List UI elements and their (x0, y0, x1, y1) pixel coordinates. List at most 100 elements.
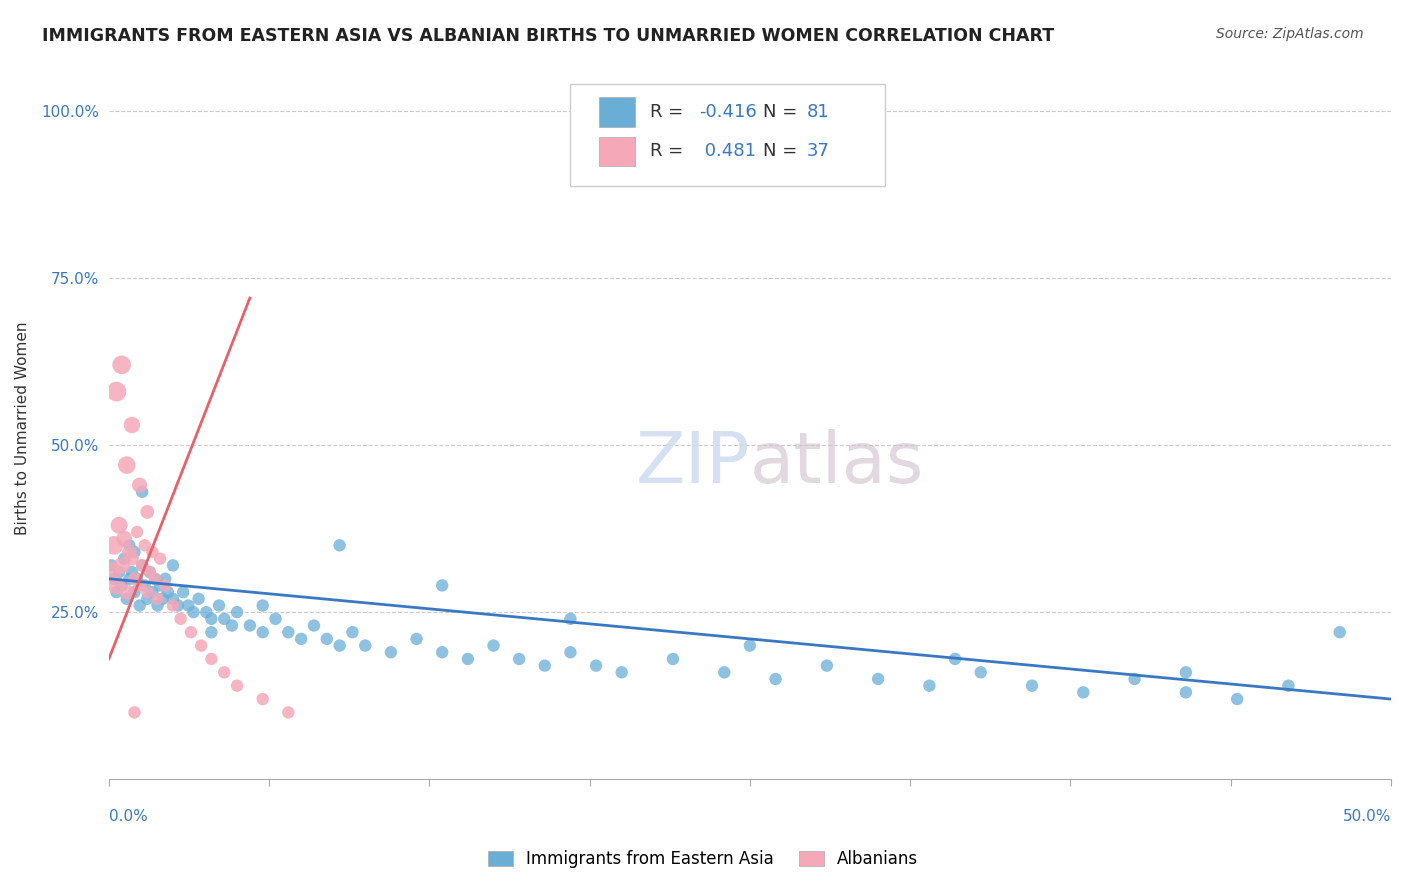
Point (118, 545, 141, 559)
Point (290, 632, 312, 646)
Point (108, 565, 131, 579)
Point (457, 652, 479, 666)
Point (1329, 625, 1351, 640)
Point (169, 612, 191, 626)
Point (252, 625, 274, 640)
Point (380, 645, 402, 659)
Point (315, 632, 337, 646)
Point (124, 706, 146, 720)
Point (342, 625, 364, 640)
Point (115, 458, 138, 472)
FancyBboxPatch shape (599, 136, 634, 166)
Text: 0.0%: 0.0% (108, 809, 148, 824)
Text: 0.481: 0.481 (699, 143, 755, 161)
Point (226, 679, 249, 693)
Point (143, 572, 166, 586)
Point (121, 551, 143, 566)
Point (136, 591, 159, 606)
Legend: Immigrants from Eastern Asia, Albanians: Immigrants from Eastern Asia, Albanians (481, 844, 925, 875)
Point (277, 706, 299, 720)
Point (610, 665, 633, 680)
Point (141, 545, 163, 559)
Point (134, 578, 156, 592)
Point (128, 599, 150, 613)
Text: R =: R = (650, 143, 689, 161)
Point (131, 484, 153, 499)
Point (252, 599, 274, 613)
Point (239, 618, 262, 632)
Point (585, 658, 607, 673)
Point (155, 572, 177, 586)
Point (277, 625, 299, 640)
Point (405, 632, 427, 646)
Point (128, 578, 150, 592)
Text: R =: R = (650, 103, 689, 120)
Point (136, 585, 159, 599)
Point (108, 518, 131, 533)
Point (180, 625, 202, 640)
Point (212, 665, 235, 680)
Point (482, 639, 505, 653)
Text: N =: N = (762, 103, 803, 120)
Point (187, 591, 209, 606)
Point (146, 599, 169, 613)
Point (100, 558, 122, 573)
Point (1174, 685, 1197, 699)
Point (115, 585, 138, 599)
Point (200, 652, 222, 666)
Point (118, 538, 141, 552)
Text: Source: ZipAtlas.com: Source: ZipAtlas.com (1216, 27, 1364, 41)
Point (105, 384, 128, 399)
Point (167, 599, 190, 613)
Point (156, 585, 179, 599)
Text: 50.0%: 50.0% (1343, 809, 1391, 824)
Point (815, 658, 838, 673)
Point (125, 524, 148, 539)
Point (155, 578, 177, 592)
Point (183, 605, 205, 619)
Point (111, 358, 134, 372)
Point (1226, 692, 1249, 706)
Point (141, 585, 163, 599)
Point (100, 565, 122, 579)
Point (432, 578, 454, 592)
Point (200, 625, 222, 640)
Point (195, 605, 218, 619)
Point (131, 558, 153, 573)
Point (1021, 679, 1043, 693)
Point (208, 599, 231, 613)
Point (354, 639, 377, 653)
Text: IMMIGRANTS FROM EASTERN ASIA VS ALBANIAN BIRTHS TO UNMARRIED WOMEN CORRELATION C: IMMIGRANTS FROM EASTERN ASIA VS ALBANIAN… (42, 27, 1054, 45)
Point (139, 565, 162, 579)
Point (1123, 672, 1146, 686)
Point (162, 558, 184, 573)
Point (105, 578, 128, 592)
Point (115, 591, 138, 606)
Point (121, 565, 143, 579)
Point (111, 578, 134, 592)
Point (149, 578, 172, 592)
Point (111, 558, 134, 573)
Point (134, 538, 156, 552)
Point (121, 417, 143, 432)
Point (172, 585, 194, 599)
Text: 37: 37 (806, 143, 830, 161)
Point (918, 679, 941, 693)
Point (124, 585, 146, 599)
Point (765, 672, 787, 686)
Point (252, 692, 274, 706)
Point (136, 505, 159, 519)
Point (139, 565, 162, 579)
Point (112, 551, 135, 566)
Point (662, 652, 685, 666)
Point (124, 545, 146, 559)
Point (105, 585, 128, 599)
Text: ZIP: ZIP (636, 429, 749, 498)
Point (212, 612, 235, 626)
Point (1071, 685, 1094, 699)
Point (177, 599, 200, 613)
Point (738, 639, 761, 653)
FancyBboxPatch shape (599, 97, 634, 127)
Point (103, 572, 125, 586)
Point (143, 572, 166, 586)
